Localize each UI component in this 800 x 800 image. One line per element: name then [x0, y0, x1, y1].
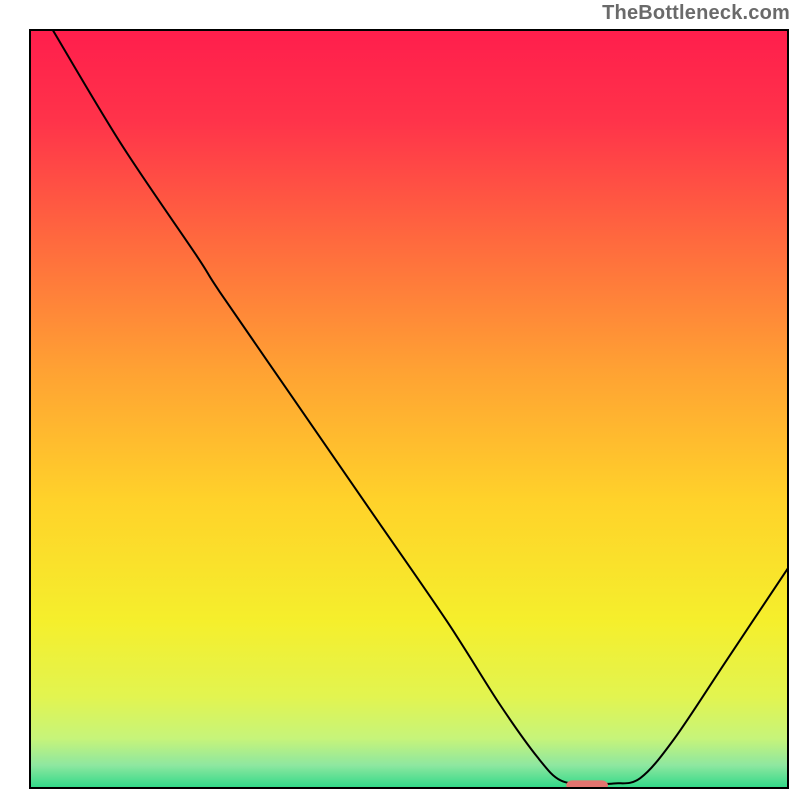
chart-svg: [0, 0, 800, 800]
attribution-text: TheBottleneck.com: [602, 2, 790, 25]
gradient-background: [30, 30, 788, 788]
bottleneck-chart: TheBottleneck.com: [0, 0, 800, 800]
